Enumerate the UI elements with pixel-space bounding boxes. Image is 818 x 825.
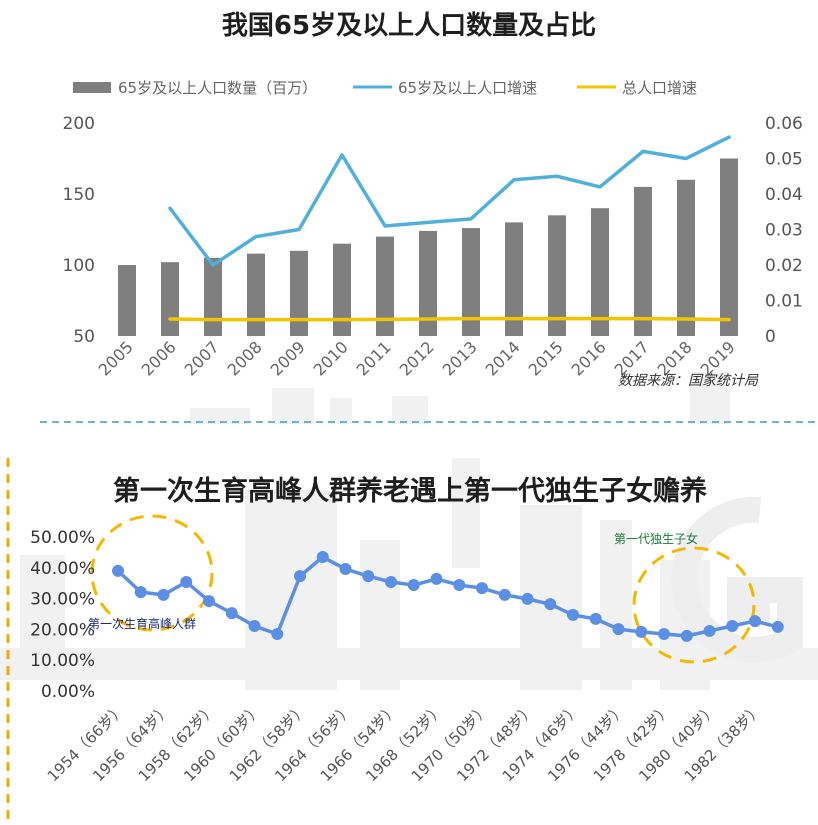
data-point-1977 <box>635 625 648 638</box>
city-silhouette-background <box>0 372 818 690</box>
chart1-title: 我国65岁及以上人口数量及占比 <box>222 10 596 41</box>
x-axis-tick-label: 2014 <box>482 337 524 379</box>
x-axis-tick-label: 2015 <box>525 337 567 379</box>
y-axis-tick-label: 0.00% <box>41 682 95 702</box>
data-point-1976 <box>612 623 625 636</box>
y-axis-tick-label: 10.00% <box>30 651 95 671</box>
data-point-1981 <box>726 620 739 633</box>
data-point-1983 <box>771 620 784 633</box>
x-axis-tick-label: 2012 <box>396 337 438 379</box>
x-axis-tick-label: 2005 <box>95 337 137 379</box>
bar-population-2007 <box>204 257 222 336</box>
data-point-1966 <box>385 575 397 588</box>
y-axis-tick-label: 40.00% <box>30 559 95 579</box>
bar-population-2008 <box>247 253 265 336</box>
annotation-first-baby-boom: 第一次生育高峰人群 <box>88 616 196 631</box>
legend-swatch-population-bar <box>73 82 111 93</box>
data-point-1960 <box>248 620 261 633</box>
data-point-1962 <box>294 570 306 583</box>
y-axis-right-tick-label: 0.04 <box>765 185 803 205</box>
legend-label-total-growth: 总人口增速 <box>622 79 697 97</box>
chart2-title: 第一次生育高峰人群养老遇上第一代独生子女赡养 <box>113 475 707 507</box>
data-point-1965 <box>362 570 375 583</box>
data-point-1959 <box>225 607 238 620</box>
data-point-1978 <box>658 628 670 641</box>
highlight-circle-first-only-children <box>632 546 756 664</box>
x-axis-tick-label: 2006 <box>138 337 180 379</box>
data-point-1955 <box>134 586 147 599</box>
y-axis-right-tick-label: 0.01 <box>765 292 803 312</box>
y-axis-right-tick-label: 0.03 <box>765 221 803 241</box>
bar-population-2006 <box>161 262 179 336</box>
bar-population-2018 <box>677 179 695 336</box>
data-point-1961 <box>271 628 284 641</box>
y-axis-right-tick-label: 0 <box>765 327 776 347</box>
x-axis-tick-label: 2009 <box>267 337 309 379</box>
data-point-1963 <box>316 551 329 564</box>
bar-population-2014 <box>505 222 523 336</box>
source-note: 数据来源：国家统计局 <box>618 373 759 389</box>
bar-population-2016 <box>591 208 609 336</box>
x-axis-tick-label: 2007 <box>181 337 223 379</box>
y-axis-right-tick-label: 0.05 <box>765 150 803 170</box>
data-point-1973 <box>544 598 557 611</box>
y-axis-right-tick-label: 0.06 <box>765 114 803 134</box>
x-axis-tick-label: 2016 <box>568 337 610 379</box>
bar-population-2019 <box>720 158 738 336</box>
y-axis-left-tick-label: 100 <box>63 256 95 276</box>
chart1-legend: 65岁及以上人口数量（百万） 65岁及以上人口增速 总人口增速 <box>73 79 697 97</box>
x-axis-tick-label: 1954（66岁） <box>44 700 129 785</box>
y-axis-tick-label: 20.00% <box>30 620 95 640</box>
y-axis-left-tick-label: 50 <box>73 327 95 347</box>
x-axis-tick-label: 2011 <box>353 337 395 379</box>
bar-population-2013 <box>462 228 480 336</box>
data-point-1958 <box>203 595 215 608</box>
data-point-1975 <box>589 612 602 625</box>
data-point-1957 <box>180 575 193 588</box>
bar-population-2009 <box>290 250 308 336</box>
y-axis-left-tick-label: 150 <box>63 185 95 205</box>
series-line-aging-growth <box>168 135 731 267</box>
legend-label-aging-growth: 65岁及以上人口增速 <box>398 79 537 97</box>
bar-population-2011 <box>376 236 394 336</box>
legend-label-population: 65岁及以上人口数量（百万） <box>118 79 317 97</box>
annotation-first-only-children: 第一代独生子女 <box>614 531 698 546</box>
x-axis-tick-label: 2008 <box>224 337 266 379</box>
data-point-1964 <box>339 563 352 576</box>
x-axis-tick-label: 2010 <box>310 337 352 379</box>
y-axis-tick-label: 30.00% <box>30 590 95 610</box>
chart1-plot: 50 100 150 200 0 0.01 0.02 0.03 0.04 0.05 0.06 2005… <box>63 114 803 380</box>
data-point-1972 <box>521 592 534 605</box>
data-point-1982 <box>749 615 761 628</box>
bar-population-2015 <box>548 215 566 336</box>
x-axis-tick-label: 2013 <box>439 337 481 379</box>
data-point-1980 <box>703 624 716 637</box>
bar-population-2017 <box>634 186 652 336</box>
highlight-circle-first-baby-boom <box>90 514 214 632</box>
data-point-1968 <box>430 572 443 585</box>
data-point-1979 <box>680 629 693 642</box>
y-axis-right-tick-label: 0.02 <box>765 256 803 276</box>
data-point-1954 <box>112 564 124 577</box>
data-point-1974 <box>567 608 579 621</box>
data-point-1967 <box>407 579 420 592</box>
y-axis-left-tick-label: 200 <box>63 114 95 134</box>
series-line-total-growth <box>168 316 731 322</box>
bar-population-2010 <box>333 243 351 336</box>
y-axis-tick-label: 50.00% <box>30 528 95 548</box>
data-point-1970 <box>476 582 488 595</box>
bar-population-2005 <box>118 265 136 336</box>
data-point-1956 <box>157 588 170 601</box>
bar-population-2012 <box>419 230 437 336</box>
data-point-1969 <box>453 579 466 592</box>
data-point-1971 <box>498 588 511 601</box>
